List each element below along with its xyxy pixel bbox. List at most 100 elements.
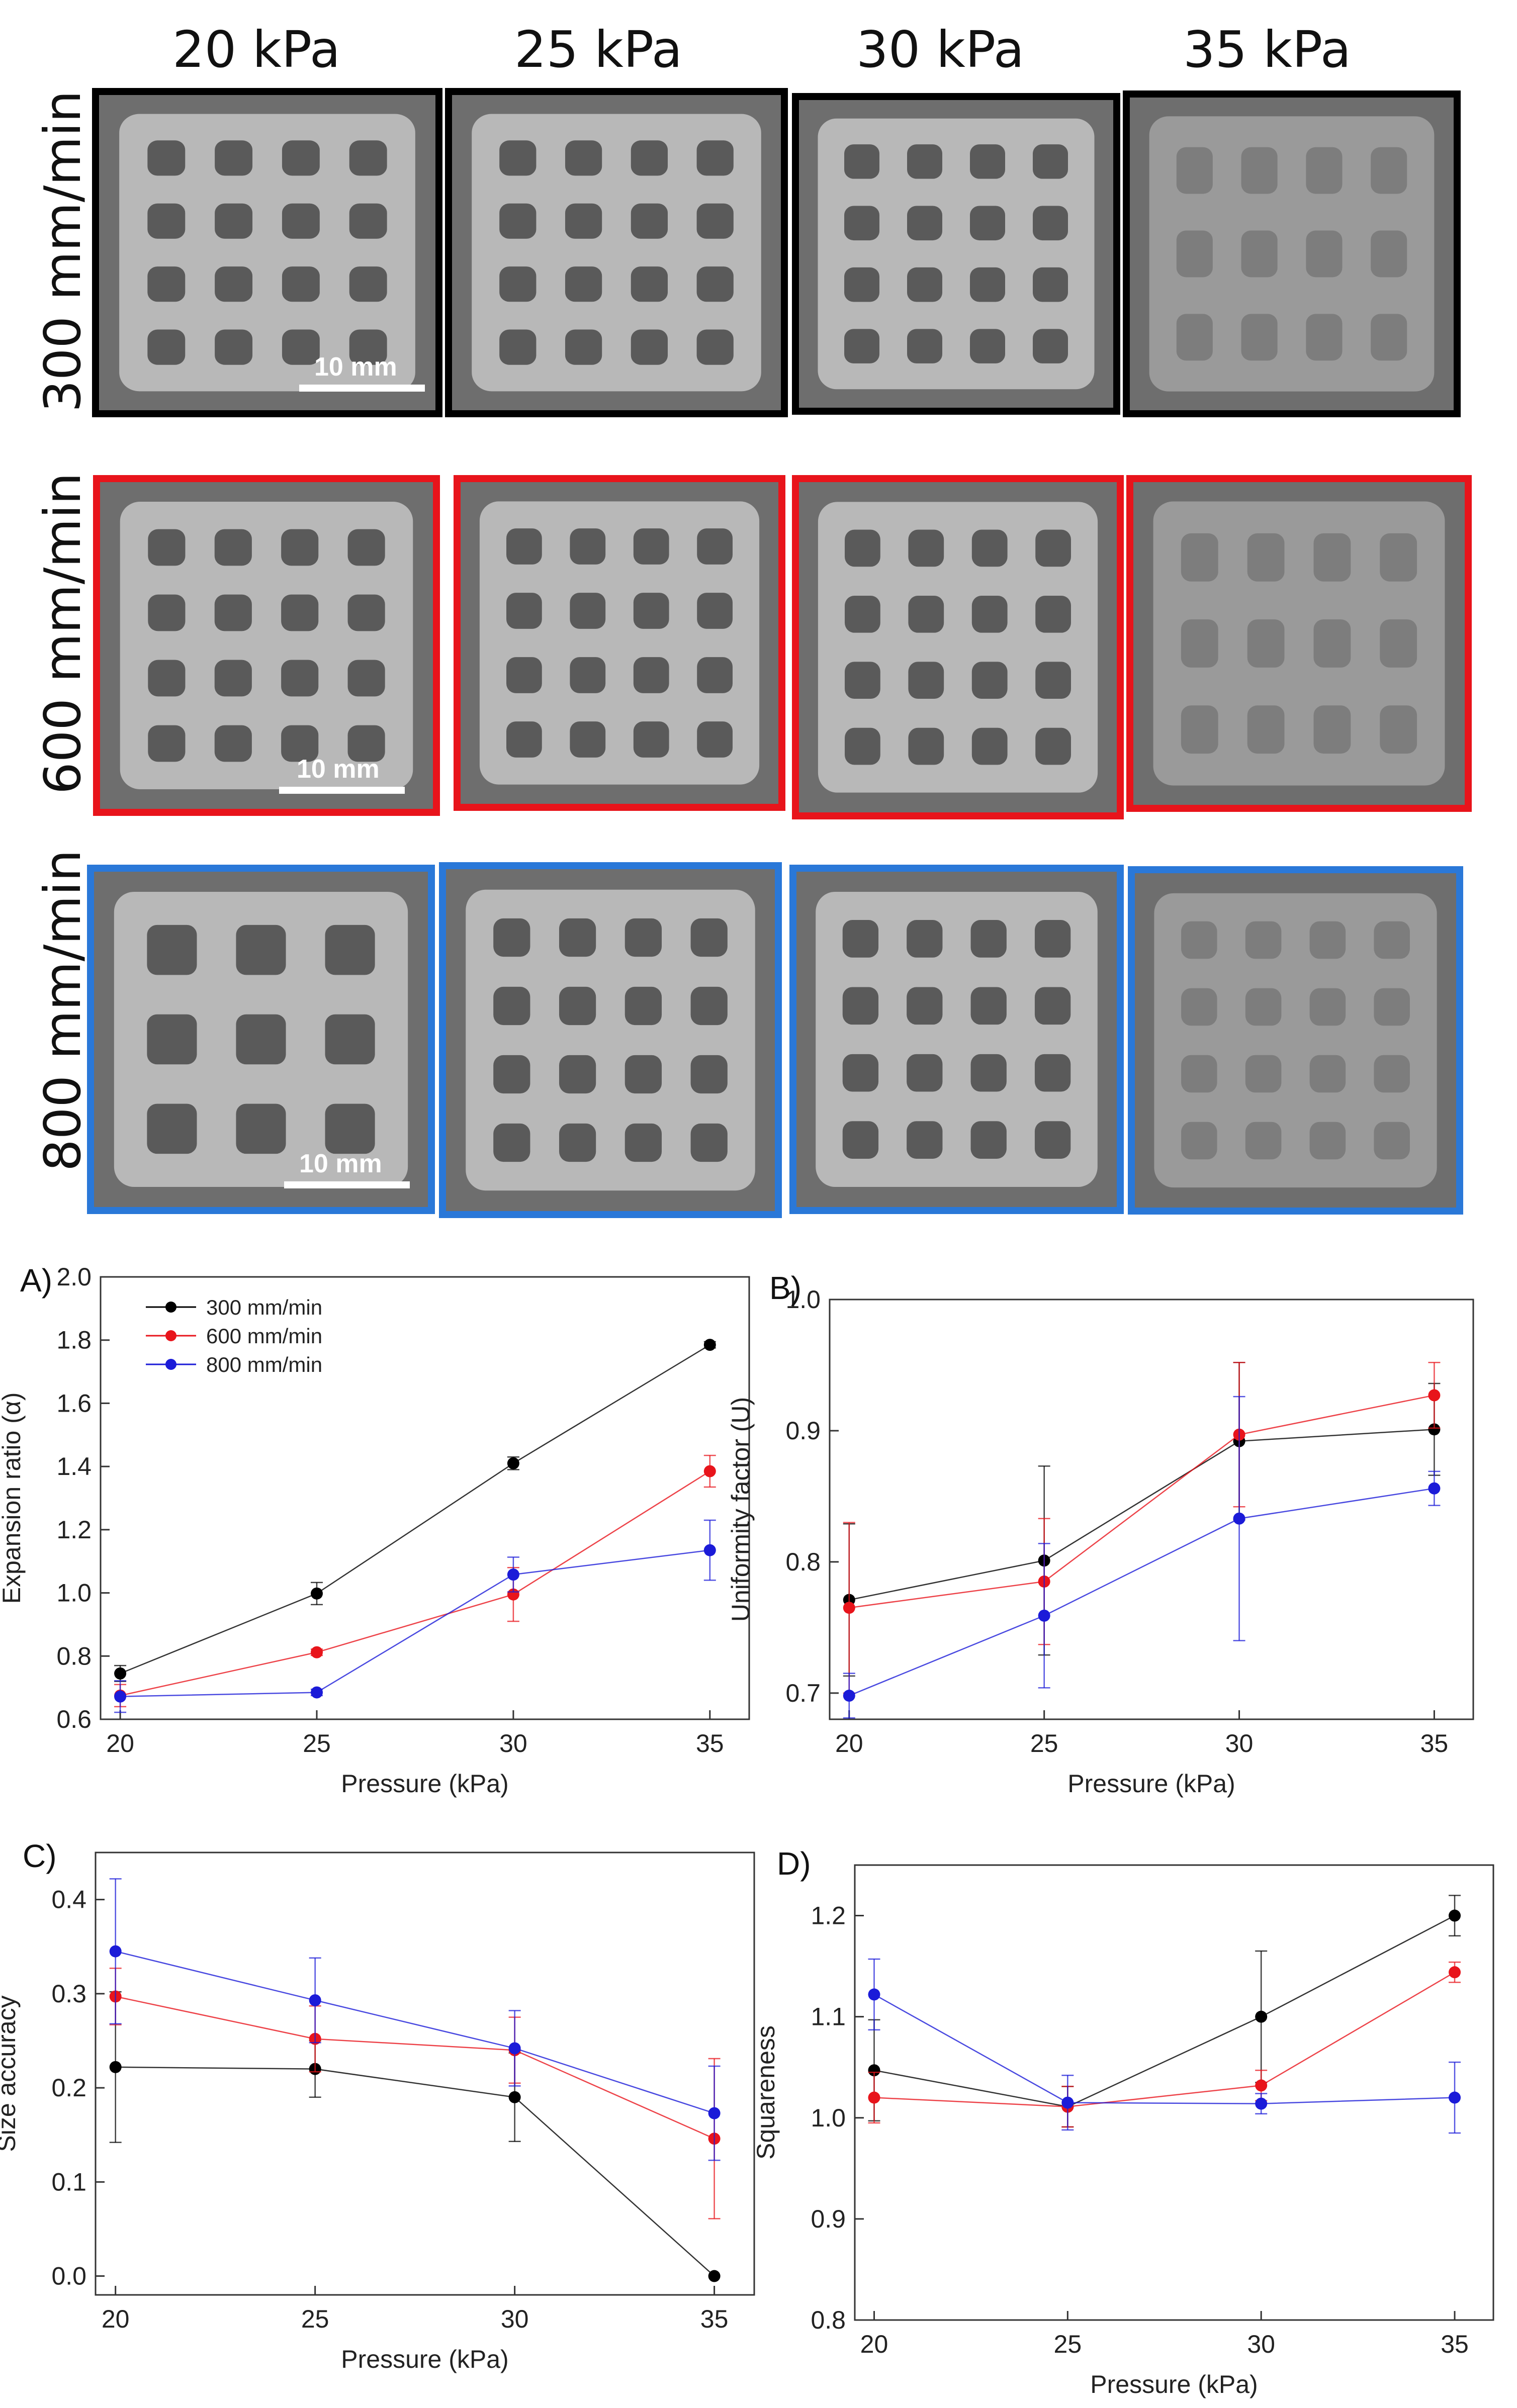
x-tick-label: 30	[1225, 1729, 1254, 1757]
data-point	[1255, 2079, 1268, 2092]
scale-bar	[284, 1181, 410, 1188]
series-line	[874, 1972, 1455, 2107]
data-point	[508, 2042, 521, 2055]
y-axis-title: Squareness	[752, 2025, 780, 2160]
panel-label: D)	[777, 1845, 811, 1882]
scale-bar-label: 10 mm	[314, 352, 397, 382]
y-tick-label: 1.4	[56, 1452, 92, 1480]
data-point	[1449, 2091, 1461, 2104]
data-point	[1449, 1909, 1461, 1922]
scale-bar-label: 10 mm	[297, 755, 380, 784]
x-tick-label: 20	[106, 1729, 134, 1757]
data-point	[109, 2061, 122, 2073]
data-point	[1233, 1512, 1245, 1525]
plot-frame	[95, 1851, 755, 2296]
y-tick-label: 1.2	[811, 1902, 846, 1930]
scaffold-photo	[445, 88, 788, 417]
chart-panel-c: C) 20 25 30 35 0.0 0.1 0.2 0.3 0.4 Pressure (kPa)…	[0, 1830, 764, 2408]
x-tick-label: 35	[1420, 1729, 1449, 1757]
data-point	[508, 2091, 521, 2103]
data-point	[1038, 1609, 1050, 1622]
data-point	[114, 1690, 127, 1703]
scaffold-photo	[439, 862, 782, 1218]
column-label-35kpa: 35 kPa	[1183, 20, 1352, 79]
panel-label: B)	[769, 1270, 801, 1306]
y-tick-label: 0.6	[56, 1705, 92, 1733]
legend-marker	[165, 1302, 176, 1313]
x-tick-label: 20	[835, 1729, 863, 1757]
scaffold-photo	[1123, 90, 1461, 417]
data-point	[843, 1690, 855, 1702]
y-tick-label: 0.7	[785, 1679, 821, 1707]
y-tick-label: 0.8	[811, 2306, 846, 2334]
y-tick-label: 0.8	[785, 1548, 821, 1576]
y-tick-label: 0.8	[56, 1642, 92, 1670]
x-tick-label: 20	[860, 2330, 888, 2358]
column-label-25kpa: 25 kPa	[514, 20, 683, 79]
data-point	[1449, 1966, 1461, 1979]
legend-label: 600 mm/min	[206, 1324, 322, 1348]
x-tick-label: 30	[501, 2305, 529, 2333]
x-tick-label: 25	[303, 1729, 331, 1757]
data-point	[1428, 1482, 1441, 1495]
data-point	[309, 1994, 321, 2006]
chart-expansion-ratio: 20 25 30 35 0.6 0.8 1.0 1.2 1.4 1.6 1.8 2.0 Pressure…	[0, 1263, 750, 1798]
series-line	[874, 1915, 1455, 2107]
chart-panel-b: B) 20 25 30 35 0.7 0.8 0.9 1.0 Pressure (kPa) Uni…	[727, 1257, 1508, 1835]
plot-frame	[100, 1276, 750, 1720]
scaffold-photo	[1128, 866, 1463, 1215]
y-tick-label: 0.1	[51, 2168, 86, 2196]
row-label-300: 300 mm/min	[33, 90, 92, 412]
column-label-20kpa: 20 kPa	[172, 20, 341, 79]
x-tick-label: 25	[1030, 1729, 1058, 1757]
data-point	[109, 1945, 122, 1958]
data-point	[1255, 2010, 1268, 2023]
y-tick-label: 1.8	[56, 1326, 92, 1354]
x-tick-label: 25	[301, 2305, 329, 2333]
series-line	[849, 1429, 1435, 1601]
column-label-30kpa: 30 kPa	[856, 20, 1025, 79]
data-point	[507, 1568, 519, 1581]
x-tick-label: 25	[1054, 2330, 1082, 2358]
data-point	[311, 1646, 323, 1658]
plot-frame	[829, 1299, 1474, 1720]
x-tick-label: 30	[499, 1729, 527, 1757]
x-axis-title: Pressure (kPa)	[341, 1770, 508, 1798]
x-tick-label: 35	[1441, 2330, 1469, 2358]
y-tick-label: 1.2	[56, 1516, 92, 1544]
y-axis-title: Expansion ratio (α)	[0, 1393, 26, 1604]
scaffold-photo	[789, 865, 1124, 1214]
data-point	[868, 1988, 880, 2001]
y-tick-label: 1.6	[56, 1389, 92, 1417]
y-tick-label: 0.9	[811, 2205, 846, 2233]
scaffold-photo	[792, 93, 1120, 415]
series-line	[115, 1951, 715, 2114]
series-line	[849, 1488, 1435, 1697]
data-point	[1061, 2096, 1074, 2109]
series-line	[115, 2066, 715, 2277]
legend-label: 300 mm/min	[206, 1295, 322, 1319]
data-point	[868, 2091, 880, 2104]
x-tick-label: 35	[696, 1729, 724, 1757]
y-tick-label: 1.0	[811, 2104, 846, 2132]
y-tick-label: 0.9	[785, 1417, 821, 1445]
legend-marker	[165, 1359, 176, 1370]
data-point	[843, 1602, 855, 1614]
data-point	[1428, 1389, 1441, 1402]
series-line	[120, 1549, 710, 1697]
panel-label: C)	[23, 1838, 57, 1874]
x-tick-label: 30	[1247, 2330, 1275, 2358]
chart-size-accuracy: 20 25 30 35 0.0 0.1 0.2 0.3 0.4 Pressure (kPa) Siz…	[0, 1851, 755, 2373]
scaffold-photo	[1126, 475, 1472, 812]
x-tick-label: 20	[102, 2305, 130, 2333]
data-point	[703, 1544, 716, 1556]
data-point	[703, 1339, 716, 1351]
scaffold-photo	[92, 88, 442, 417]
chart-uniformity-factor: 20 25 30 35 0.7 0.8 0.9 1.0 Pressure (kPa) Unifor…	[727, 1285, 1474, 1798]
y-tick-label: 0.0	[51, 2262, 86, 2290]
chart-panel-a: A) 20 25 30 35 0.6 0.8 1.0 1.2 1.4 1.6 1.8 2.0 Press…	[0, 1257, 764, 1835]
x-axis-title: Pressure (kPa)	[1090, 2370, 1258, 2398]
x-axis-title: Pressure (kPa)	[341, 2345, 508, 2373]
scale-bar-label: 10 mm	[299, 1149, 382, 1178]
scaffold-photo	[87, 865, 435, 1214]
